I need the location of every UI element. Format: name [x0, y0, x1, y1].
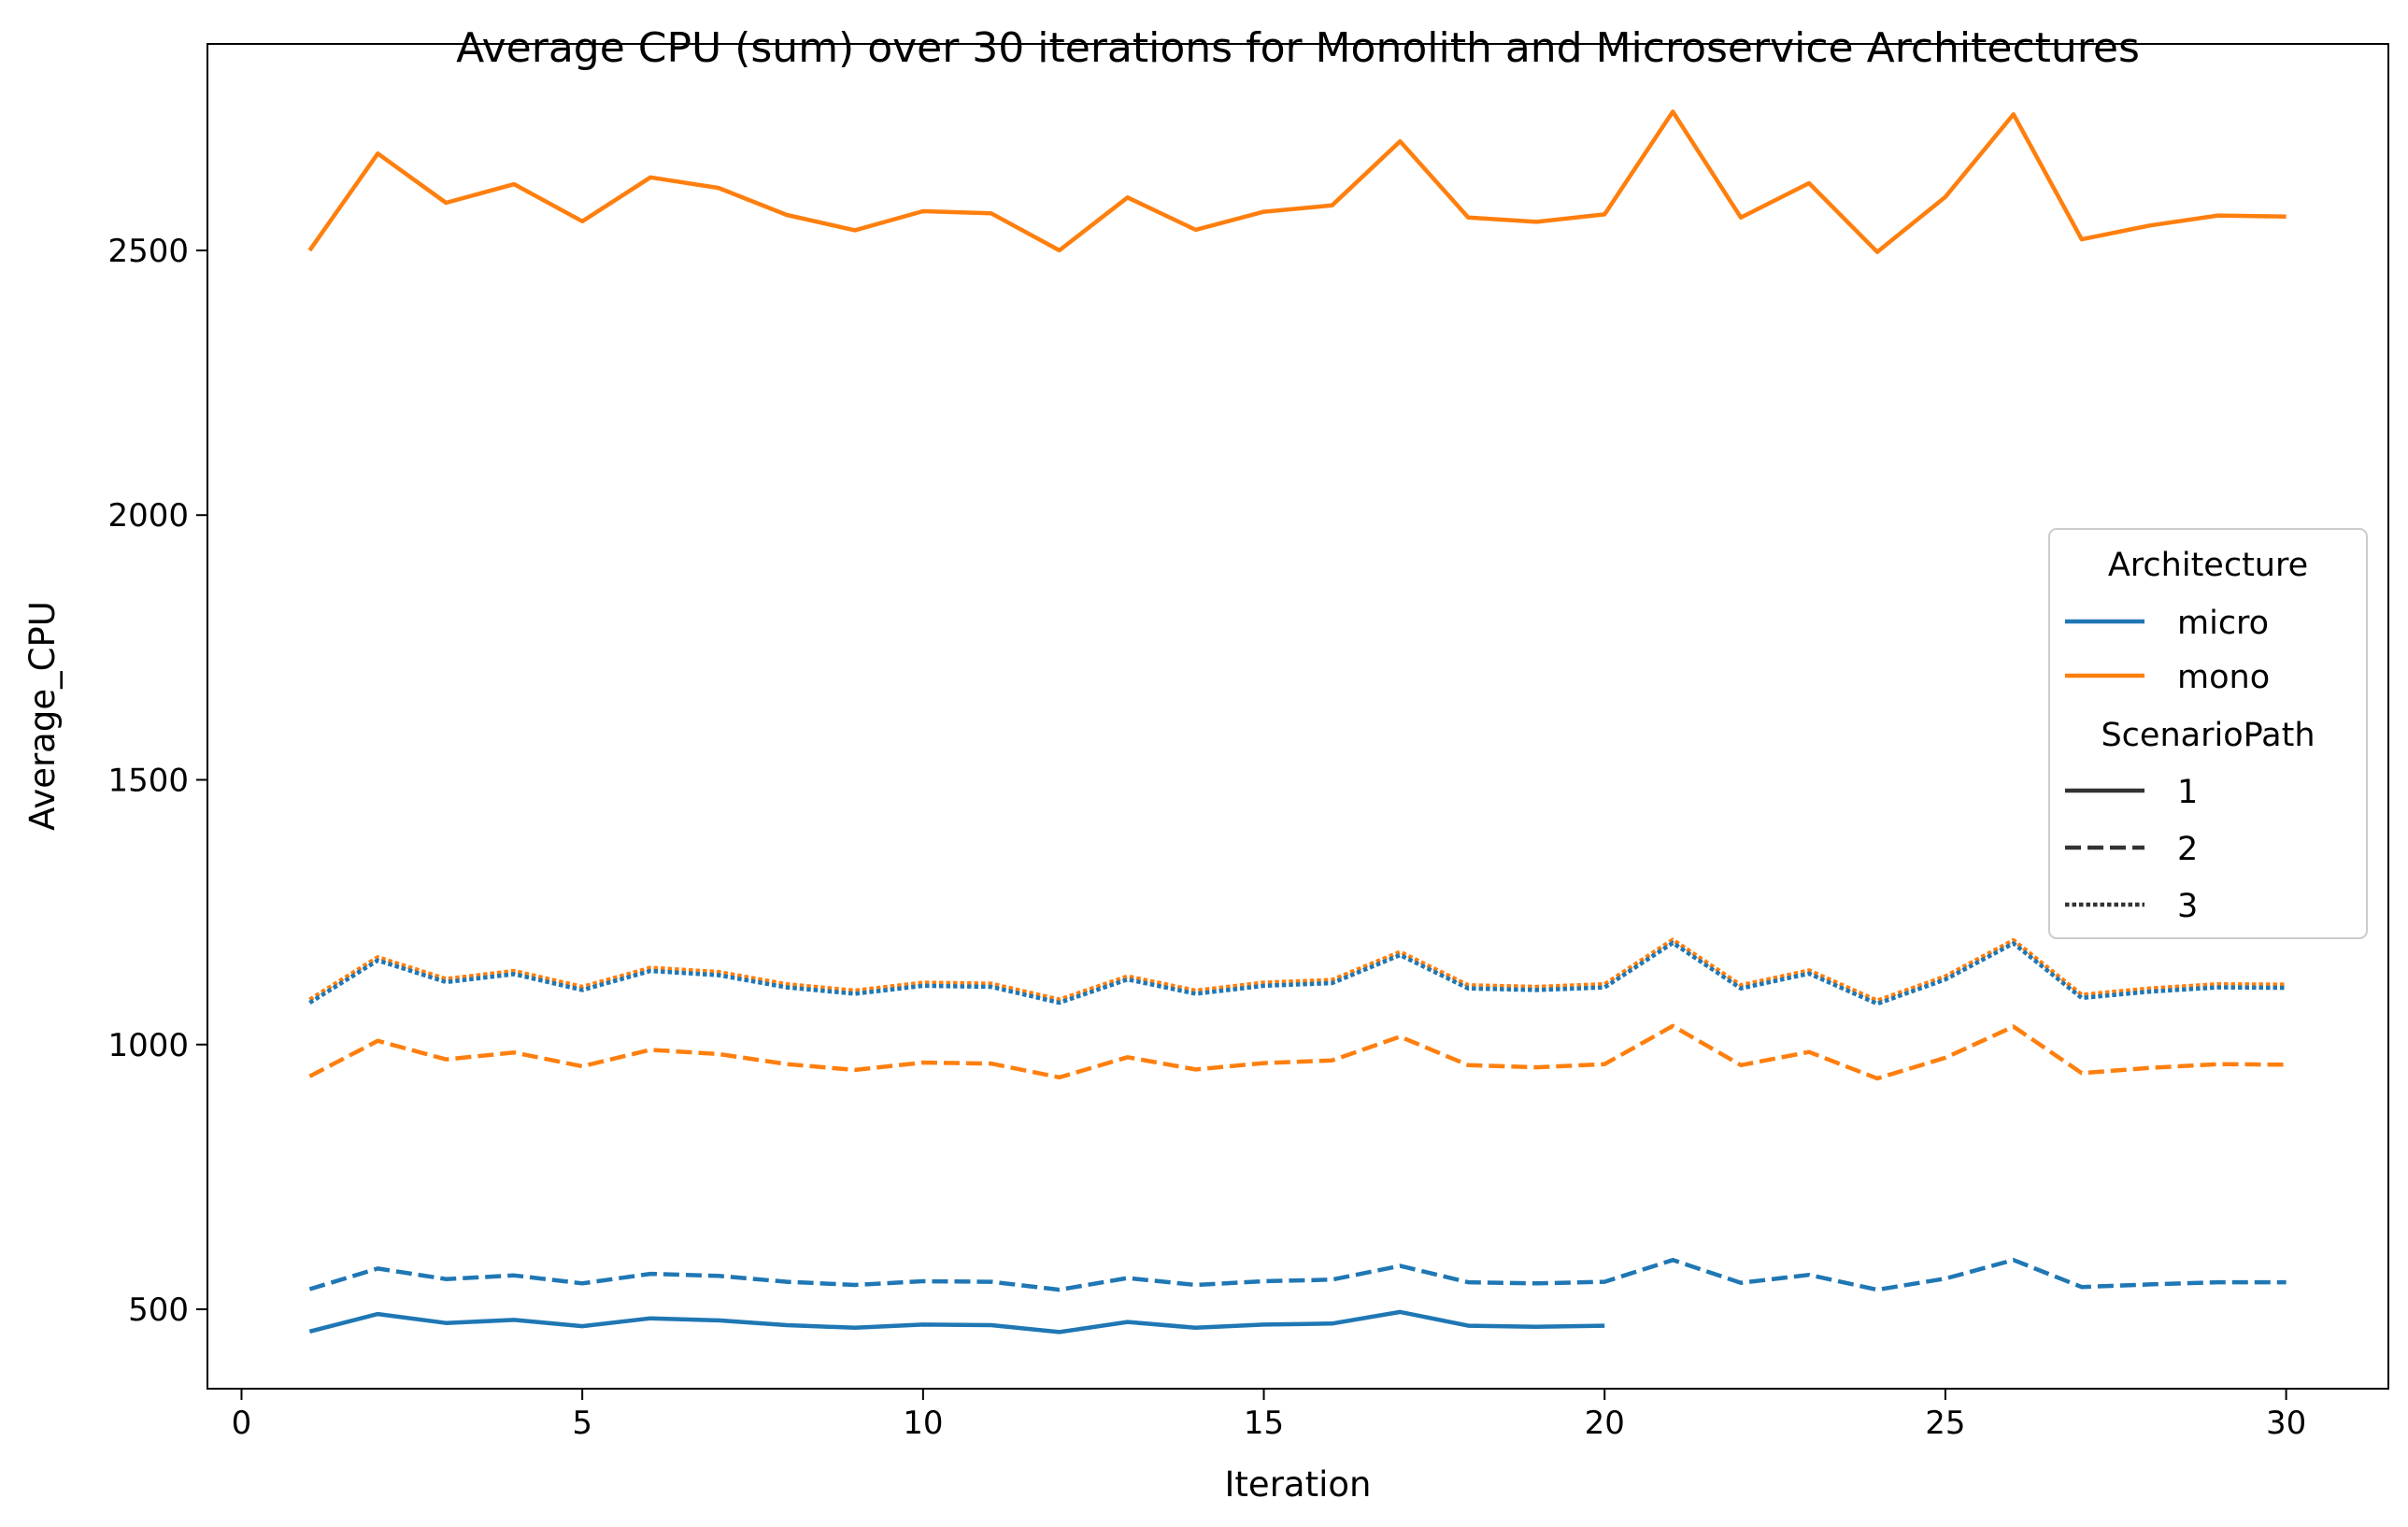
legend-label-micro: micro — [2177, 605, 2269, 642]
y-tick-label: 500 — [128, 1292, 189, 1329]
series-line-mono-2 — [308, 1023, 2287, 1081]
legend-label-path-3: 3 — [2177, 888, 2198, 925]
chart-title: Average CPU (sum) over 30 iterations for… — [456, 24, 2140, 72]
series-layer — [307, 109, 2287, 1334]
x-tick-label: 0 — [232, 1405, 252, 1442]
legend-label-path-2: 2 — [2177, 831, 2198, 868]
legend-style-title: ScenarioPath — [2101, 717, 2315, 754]
y-axis-label: Average_CPU — [22, 601, 63, 831]
legend-hue-title: Architecture — [2108, 547, 2308, 584]
x-axis-ticks: 0 5 10 15 20 25 30 — [232, 1389, 2306, 1442]
legend-box — [2048, 528, 2368, 939]
x-tick-label: 5 — [572, 1405, 592, 1442]
series-line-micro-1 — [308, 1309, 1605, 1334]
series-line-micro-3 — [308, 940, 2287, 1006]
y-tick-label: 1000 — [107, 1027, 189, 1064]
y-tick-label: 2000 — [107, 497, 189, 535]
legend-label-path-1: 1 — [2177, 774, 2198, 811]
x-tick-label: 15 — [1244, 1405, 1284, 1442]
x-tick-label: 25 — [1925, 1405, 1965, 1442]
x-tick-label: 10 — [903, 1405, 943, 1442]
x-tick-label: 30 — [2266, 1405, 2306, 1442]
x-tick-label: 20 — [1585, 1405, 1625, 1442]
series-line-mono-1 — [307, 109, 2287, 254]
legend: Architecture micro mono ScenarioPath 1 2… — [2048, 528, 2368, 939]
x-axis-label: Iteration — [1225, 1464, 1372, 1505]
series-line-micro-2 — [308, 1258, 2287, 1292]
y-tick-label: 2500 — [107, 233, 189, 270]
y-axis-ticks: 500 1000 1500 2000 2500 — [107, 233, 207, 1329]
legend-label-mono: mono — [2177, 659, 2270, 696]
series-line-mono-3 — [308, 937, 2287, 1003]
y-tick-label: 1500 — [107, 762, 189, 799]
plot-frame — [207, 43, 2389, 1390]
